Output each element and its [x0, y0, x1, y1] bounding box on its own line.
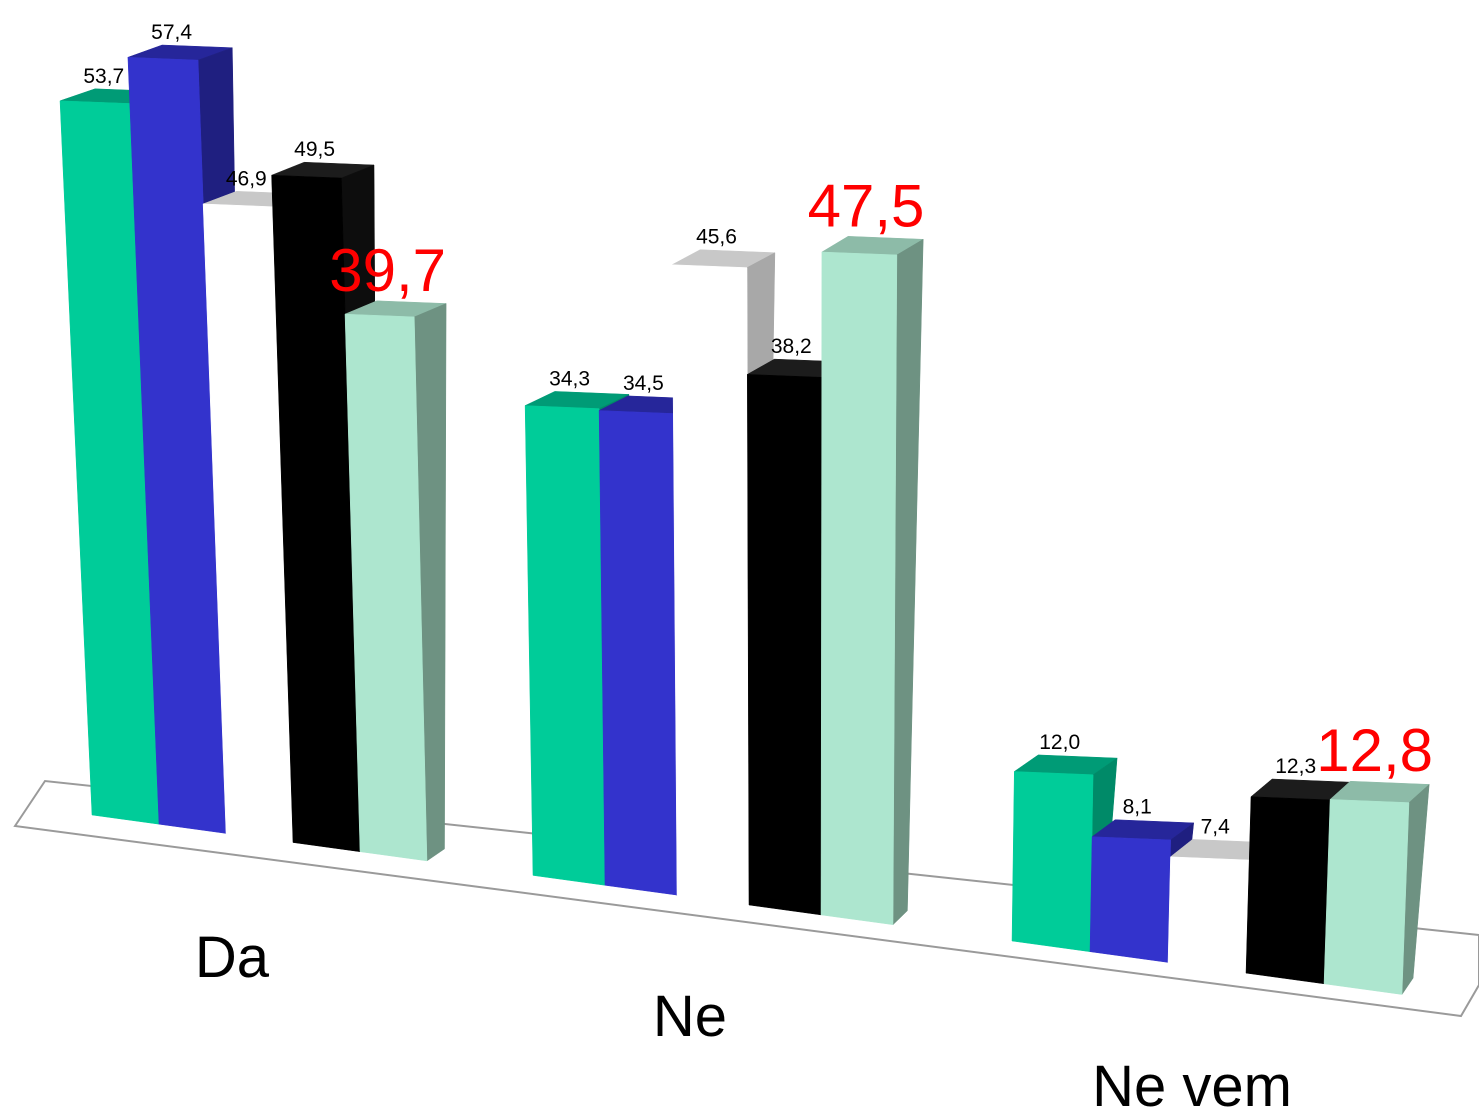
data-label: 38,2 — [771, 335, 812, 358]
data-label: 8,1 — [1123, 796, 1152, 819]
bar-side-face — [892, 238, 924, 926]
bar-front-face — [820, 251, 898, 925]
data-label: 46,9 — [226, 167, 267, 190]
bar-front-face — [1245, 796, 1331, 985]
data-label: 47,5 — [808, 172, 925, 239]
data-label: 12,8 — [1316, 717, 1433, 784]
bars — [59, 44, 1430, 996]
bar — [344, 300, 447, 862]
bar-group — [59, 44, 447, 862]
bar-front-face — [524, 405, 606, 886]
bar-front-face — [344, 313, 428, 862]
data-label: 34,3 — [549, 367, 590, 390]
data-label: 12,3 — [1275, 755, 1316, 778]
category-label: Ne vem — [1092, 1054, 1292, 1115]
bar-front-face — [1011, 771, 1094, 952]
category-label: Ne — [653, 984, 727, 1049]
data-label: 34,5 — [623, 372, 664, 395]
bar-front-face — [747, 374, 822, 916]
bar-front-face — [671, 264, 750, 906]
data-label: 57,4 — [151, 21, 192, 44]
data-labels: 53,7 57,4 46,9 49,5 39,7 34,3 34,5 45,6 38,2 47,5… — [83, 21, 1433, 838]
bar-front-face — [1167, 856, 1250, 974]
category-labels: Da Ne Ne vem — [195, 925, 1292, 1115]
data-label: 7,4 — [1201, 815, 1231, 838]
data-label: 12,0 — [1039, 731, 1080, 754]
data-label: 53,7 — [83, 65, 124, 88]
bar-front-face — [598, 410, 678, 896]
data-label: 45,6 — [696, 226, 737, 249]
category-label: Da — [195, 925, 270, 990]
bar-group — [1011, 754, 1430, 996]
bar-front-face — [1323, 799, 1410, 995]
bar-group — [524, 236, 925, 926]
data-label: 39,7 — [329, 237, 446, 304]
bar-front-face — [1089, 836, 1171, 963]
bar — [820, 236, 925, 926]
bar — [1323, 780, 1430, 996]
data-label: 49,5 — [294, 138, 335, 161]
